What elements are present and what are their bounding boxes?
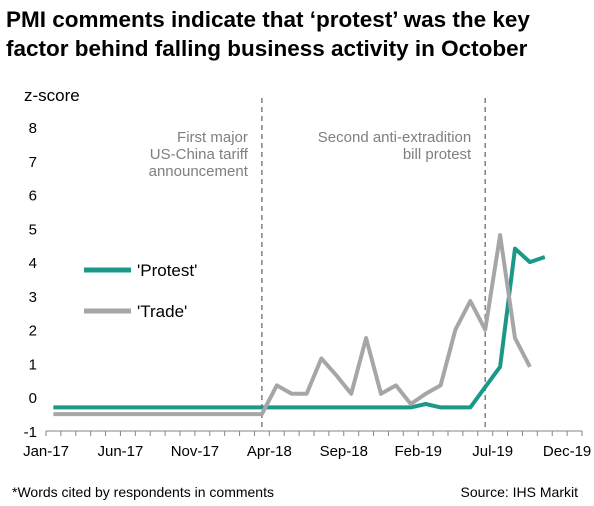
y-tick-label: -1 xyxy=(24,424,37,441)
event-annotation-line: First major xyxy=(177,129,248,146)
y-tick-label: 1 xyxy=(29,356,37,373)
source-note: Source: IHS Markit xyxy=(460,484,578,500)
y-tick-label: 5 xyxy=(29,221,37,238)
x-tick-label: Feb-19 xyxy=(394,443,442,460)
x-tick-label: Sep-18 xyxy=(320,443,368,460)
legend-label: 'Protest' xyxy=(137,261,197,280)
footnote: *Words cited by respondents in comments xyxy=(12,484,274,500)
x-tick-label: Nov-17 xyxy=(171,443,219,460)
series-line-trade xyxy=(53,233,532,417)
event-annotation-line: US-China tariff xyxy=(150,146,249,163)
y-tick-label: 0 xyxy=(29,390,37,407)
y-tick-label: 3 xyxy=(29,289,37,306)
legend-label: 'Trade' xyxy=(137,302,187,321)
x-tick-label: Jun-17 xyxy=(98,443,144,460)
x-tick-label: Dec-19 xyxy=(543,443,591,460)
y-tick-label: 4 xyxy=(29,255,37,272)
series-line-protest xyxy=(53,246,546,410)
event-annotation-line: bill protest xyxy=(403,146,472,163)
x-tick-label: Jan-17 xyxy=(23,443,69,460)
x-tick-label: Jul-19 xyxy=(472,443,513,460)
chart-title: PMI comments indicate that ‘protest’ was… xyxy=(6,5,590,63)
y-axis-label: z-score xyxy=(24,86,80,105)
chart-title-line-1: PMI comments indicate that ‘protest’ was… xyxy=(6,7,530,32)
event-annotation-line: announcement xyxy=(149,163,249,180)
event-annotation-line: Second anti-extradition xyxy=(318,129,471,146)
y-tick-label: 2 xyxy=(29,323,37,340)
chart-title-line-2: factor behind falling business activity … xyxy=(6,36,528,61)
y-tick-label: 6 xyxy=(29,188,37,205)
x-tick-label: Apr-18 xyxy=(247,443,292,460)
y-tick-label: 8 xyxy=(29,120,37,137)
y-tick-label: 7 xyxy=(29,154,37,171)
